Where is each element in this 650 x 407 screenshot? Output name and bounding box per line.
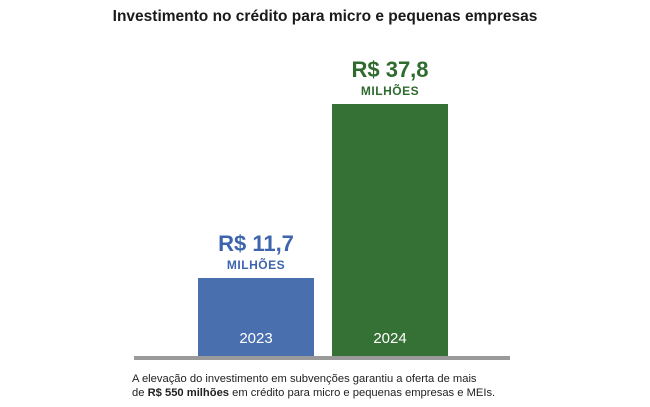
value-label-2023: R$ 11,7 [218, 231, 294, 256]
value-label-2024: R$ 37,8 [351, 57, 428, 82]
footnote-line-2: de R$ 550 milhões em crédito para micro … [132, 386, 642, 400]
category-label-2023: 2023 [239, 330, 272, 347]
unit-label-2023: MILHÕES [227, 257, 285, 272]
footnote-suffix: em crédito para micro e pequenas empresa… [229, 387, 496, 399]
footnote: A elevação do investimento em subvenções… [132, 372, 642, 400]
footnote-prefix: de [132, 387, 148, 399]
unit-label-2024: MILHÕES [361, 83, 419, 98]
footnote-highlight: R$ 550 milhões [147, 387, 230, 399]
baseline [134, 356, 510, 360]
category-label-2024: 2024 [373, 330, 406, 347]
bar-2024 [332, 104, 448, 356]
bar-2023 [198, 278, 314, 356]
footnote-line-1: A elevação do investimento em subvenções… [132, 373, 477, 385]
chart-title: Investimento no crédito para micro e peq… [112, 8, 538, 25]
